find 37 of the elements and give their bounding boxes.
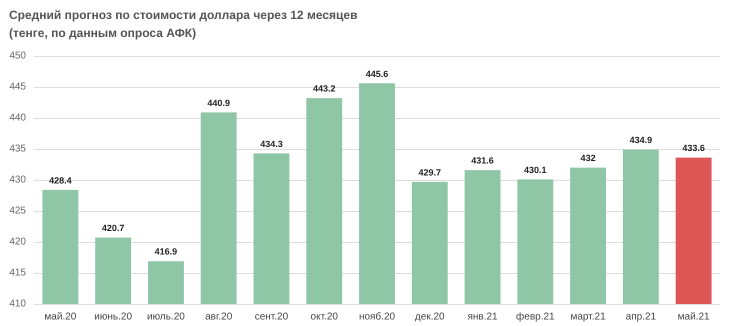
x-tick-label: июнь.20 [94,312,132,322]
y-tick-label: 410 [9,298,26,310]
data-label: 434.9 [630,135,652,146]
x-tick-label: февр.21 [516,312,556,322]
y-tick-label: 420 [9,236,26,248]
data-label: 416.9 [154,246,178,257]
data-label: 433.6 [682,143,705,154]
data-label: 420.7 [102,223,124,234]
y-tick-label: 450 [9,50,26,62]
y-tick-label: 440 [9,112,26,124]
y-tick-label: 445 [9,82,26,92]
x-tick-label: март.21 [570,312,606,322]
x-tick-label: дек.20 [414,312,446,322]
data-label: 445.6 [366,68,388,79]
x-tick-label: янв.21 [467,312,498,322]
data-label: 443.2 [312,84,336,94]
x-tick-label: окт.20 [310,312,338,322]
data-label: 428.4 [49,175,72,186]
y-tick-label: 415 [9,268,26,278]
data-label: 432 [580,153,596,164]
x-tick-label: апр.21 [626,312,656,322]
x-tick-label: май.21 [678,312,710,322]
chart-subtitle: (тенге, по данным опроса АФК) [9,26,196,40]
data-label: 430.1 [524,164,547,175]
data-label: 431.6 [471,156,494,166]
x-tick-label: июль.20 [147,312,186,322]
chart-title: Средний прогноз по стоимости доллара через 12 месяцев [9,8,358,22]
x-tick-label: нояб.20 [358,312,396,322]
data-label: 434.3 [260,138,283,149]
y-tick-label: 425 [9,206,26,216]
x-tick-label: май.20 [44,312,77,322]
data-label: 429.7 [418,167,442,178]
x-tick-label: сент.20 [254,312,289,322]
y-tick-label: 430 [9,174,26,186]
data-label: 440.9 [207,98,230,108]
x-tick-label: авг.20 [205,312,233,322]
y-tick-label: 435 [9,144,26,154]
